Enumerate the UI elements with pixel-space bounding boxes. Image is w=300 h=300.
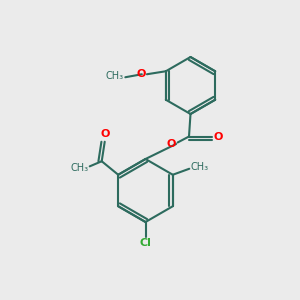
- Text: O: O: [100, 129, 110, 139]
- Text: CH₃: CH₃: [70, 163, 88, 172]
- Text: Cl: Cl: [140, 238, 152, 248]
- Text: O: O: [167, 139, 176, 149]
- Text: O: O: [214, 131, 223, 142]
- Text: CH₃: CH₃: [191, 162, 209, 172]
- Text: CH₃: CH₃: [106, 71, 124, 81]
- Text: O: O: [136, 69, 146, 79]
